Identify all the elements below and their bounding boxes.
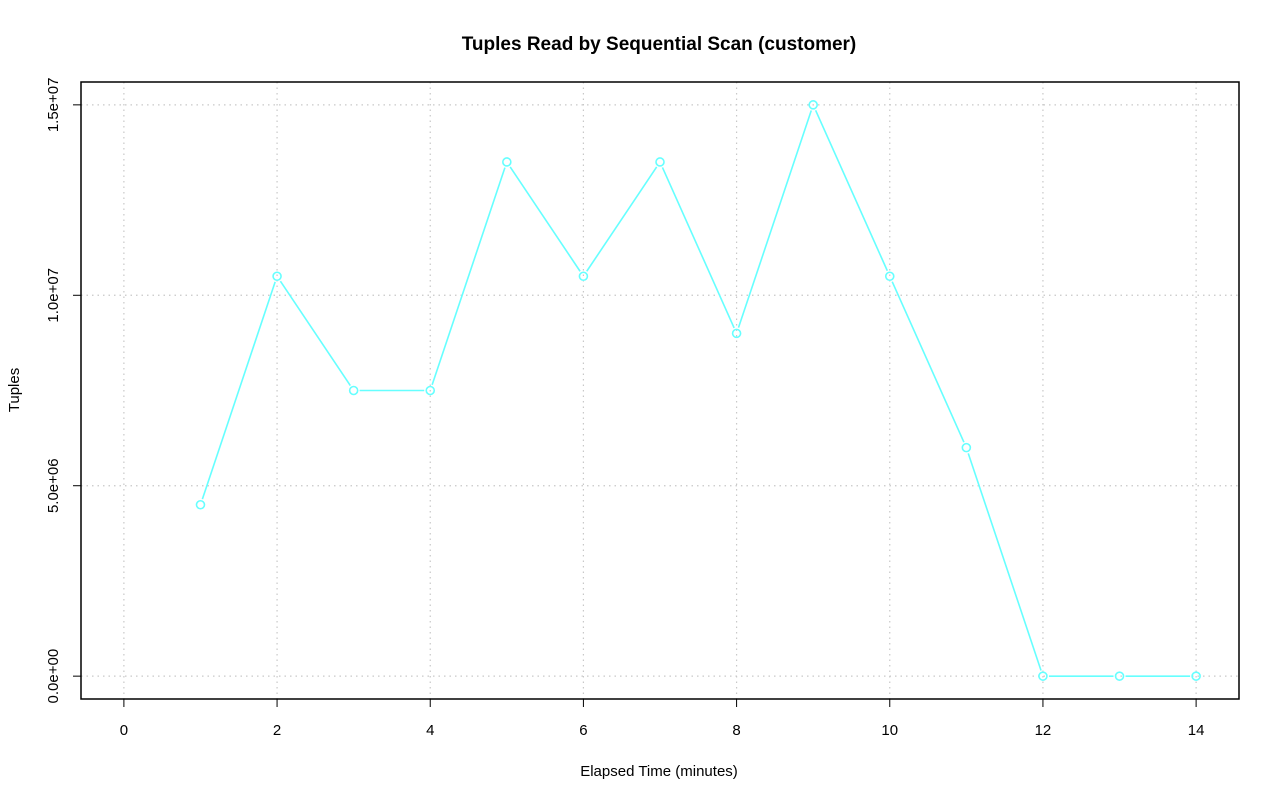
- data-point: [502, 157, 512, 167]
- data-point: [425, 385, 436, 396]
- data-point: [272, 271, 282, 282]
- y-tick-label: 1.0e+07: [45, 268, 62, 323]
- y-tick-label: 0.0e+00: [45, 649, 62, 704]
- x-tick-label: 4: [426, 722, 434, 739]
- data-point: [961, 442, 972, 453]
- series-line-segment: [431, 167, 506, 386]
- series-line-segment: [967, 453, 1042, 671]
- y-axis: 0.0e+00 5.0e+06 1.0e+07 1.5e+07: [45, 78, 82, 704]
- x-tick-label: 0: [120, 722, 128, 739]
- x-tick-label: 6: [579, 722, 587, 739]
- series-layer: [195, 100, 1201, 681]
- y-axis-label: Tuples: [6, 368, 23, 412]
- data-point: [1038, 671, 1048, 681]
- data-point: [1191, 671, 1201, 681]
- series-line-segment: [891, 281, 965, 443]
- series-line-segment: [737, 110, 813, 328]
- y-tick-label: 1.5e+07: [45, 78, 62, 133]
- grid: [81, 82, 1239, 699]
- x-tick-label: 8: [732, 722, 740, 739]
- data-point: [1114, 671, 1125, 681]
- series-line-segment: [814, 110, 889, 272]
- chart-title: Tuples Read by Sequential Scan (customer…: [462, 34, 857, 55]
- y-tick-label: 5.0e+06: [45, 458, 62, 513]
- data-point: [884, 271, 895, 282]
- x-tick-label: 14: [1188, 722, 1205, 739]
- series-line-segment: [279, 280, 351, 386]
- x-tick-label: 10: [881, 722, 898, 739]
- data-point: [731, 328, 742, 339]
- series-line-segment: [509, 166, 581, 272]
- x-tick-label: 2: [273, 722, 281, 739]
- x-axis: 0 2 4 6 8 10 12 14: [120, 698, 1205, 739]
- data-point: [808, 100, 818, 110]
- data-point: [655, 157, 665, 167]
- x-axis-label: Elapsed Time (minutes): [580, 763, 738, 780]
- data-point: [578, 271, 589, 282]
- series-line-segment: [661, 167, 735, 329]
- series-line-segment: [201, 281, 276, 500]
- series-line-segment: [586, 166, 658, 272]
- data-point: [348, 385, 359, 396]
- plot-area-frame: [80, 81, 1240, 700]
- x-tick-label: 12: [1035, 722, 1052, 739]
- data-point: [195, 499, 206, 510]
